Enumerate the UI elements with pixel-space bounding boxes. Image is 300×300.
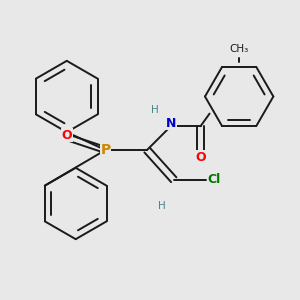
Text: N: N [166,117,176,130]
Text: Cl: Cl [207,173,220,186]
Text: O: O [195,151,206,164]
Text: H: H [158,202,166,212]
Text: O: O [61,129,72,142]
Text: CH₃: CH₃ [230,44,249,54]
Text: P: P [100,143,110,157]
Text: H: H [151,105,158,115]
